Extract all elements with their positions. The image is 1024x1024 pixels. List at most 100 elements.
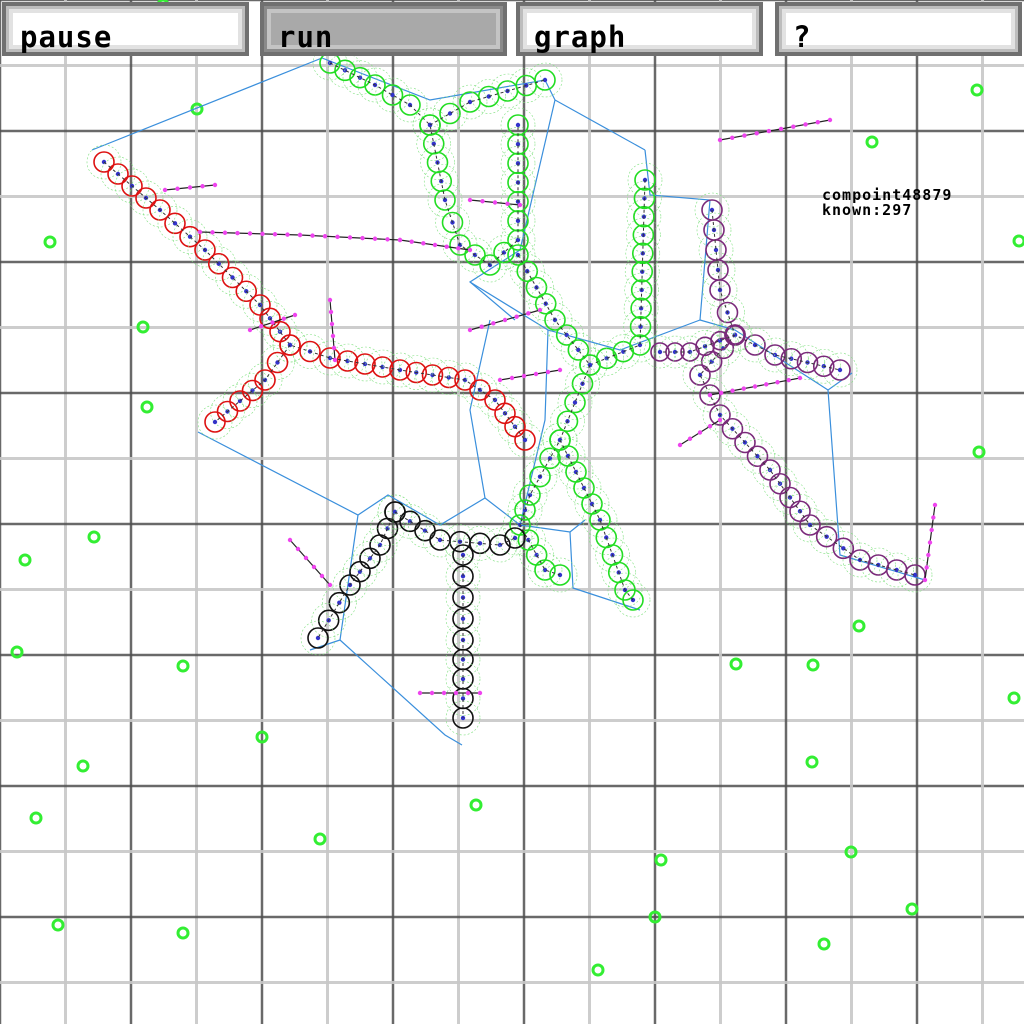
network-link xyxy=(699,319,829,391)
green-organism-5 xyxy=(542,422,651,618)
help-button[interactable]: ? xyxy=(775,2,1022,56)
cell-nucleus xyxy=(894,567,899,573)
cell xyxy=(221,266,244,289)
cell-nucleus xyxy=(512,535,518,541)
network-link xyxy=(644,149,711,321)
spine-node xyxy=(456,246,461,251)
green-organism-1 xyxy=(312,45,536,283)
cell-nucleus xyxy=(597,517,603,523)
cell xyxy=(389,359,411,381)
graph-button[interactable]: graph xyxy=(516,2,763,56)
cell-nucleus xyxy=(912,572,918,578)
cell xyxy=(812,355,835,378)
spine-node xyxy=(677,442,683,448)
cell xyxy=(507,244,529,266)
spine-node xyxy=(327,297,333,303)
cell xyxy=(464,244,486,266)
spine-node xyxy=(281,316,286,321)
cell xyxy=(135,187,157,209)
spine-node xyxy=(786,377,791,383)
cell xyxy=(354,353,376,375)
cell xyxy=(364,74,386,96)
spine-node xyxy=(328,309,334,315)
cell xyxy=(121,175,143,197)
spine-node xyxy=(417,690,423,696)
cell xyxy=(441,211,464,234)
food-particle xyxy=(18,553,32,567)
network-link xyxy=(468,99,556,321)
food-particle xyxy=(469,798,483,812)
spine-node xyxy=(432,242,438,248)
spine-node xyxy=(730,135,735,140)
spine-6 xyxy=(497,367,563,383)
cell xyxy=(724,324,746,346)
spine-12 xyxy=(162,182,218,193)
spine-node xyxy=(537,307,543,313)
spine-node xyxy=(330,333,336,339)
food-particle xyxy=(844,845,858,859)
black-organism-1 xyxy=(300,494,413,656)
cell xyxy=(493,241,515,264)
spine-node xyxy=(707,392,713,398)
cell-nucleus xyxy=(572,400,578,405)
cell xyxy=(207,252,230,275)
cell xyxy=(266,351,289,374)
spine-node xyxy=(331,345,337,351)
cell xyxy=(571,372,594,395)
network-link xyxy=(827,372,926,581)
spine-node xyxy=(707,424,713,429)
cell xyxy=(507,171,529,194)
food-particle xyxy=(140,400,154,414)
food-particle xyxy=(176,659,190,673)
spine-node xyxy=(929,527,934,533)
spine-node xyxy=(327,582,333,588)
spine-node xyxy=(285,232,290,237)
spine-node xyxy=(210,230,215,235)
spine-node xyxy=(444,244,449,249)
food-particle xyxy=(972,445,986,459)
spine-node xyxy=(259,324,264,329)
food-particle xyxy=(255,730,269,744)
spine-8 xyxy=(677,417,723,448)
run-button[interactable]: run xyxy=(260,2,507,56)
food-particle xyxy=(313,832,327,846)
spine-node xyxy=(719,390,724,396)
network-link xyxy=(309,514,359,651)
spine-node xyxy=(335,234,340,240)
cell-nucleus xyxy=(486,94,491,99)
food-particle xyxy=(1012,234,1024,248)
pause-button[interactable]: pause xyxy=(2,2,249,56)
spine-node xyxy=(717,417,723,423)
cell xyxy=(317,609,340,632)
cell xyxy=(93,151,115,173)
red-organism-branch xyxy=(197,327,308,440)
network-links-layer xyxy=(91,57,926,746)
cell-nucleus xyxy=(315,635,321,641)
food-particle xyxy=(729,657,743,671)
spine-node xyxy=(752,384,758,389)
cell xyxy=(534,559,556,581)
cell xyxy=(514,499,536,521)
spine-5 xyxy=(467,307,543,333)
spine-node xyxy=(467,197,473,203)
green-organism-2 xyxy=(412,62,563,143)
cell xyxy=(452,544,474,566)
spine-node xyxy=(260,231,265,237)
food-particle xyxy=(51,918,65,932)
cell-nucleus xyxy=(789,356,794,361)
cell xyxy=(504,527,526,549)
spine-node xyxy=(803,122,808,127)
spine-node xyxy=(295,546,301,552)
spine-node xyxy=(292,312,298,318)
cell xyxy=(339,574,361,596)
spine-node xyxy=(235,230,240,236)
cell xyxy=(622,589,644,611)
spine-node xyxy=(931,515,936,520)
spine-node xyxy=(311,564,317,570)
cell xyxy=(529,465,551,488)
spine-node xyxy=(360,235,365,241)
spine-node xyxy=(924,565,929,570)
cell xyxy=(555,324,578,346)
